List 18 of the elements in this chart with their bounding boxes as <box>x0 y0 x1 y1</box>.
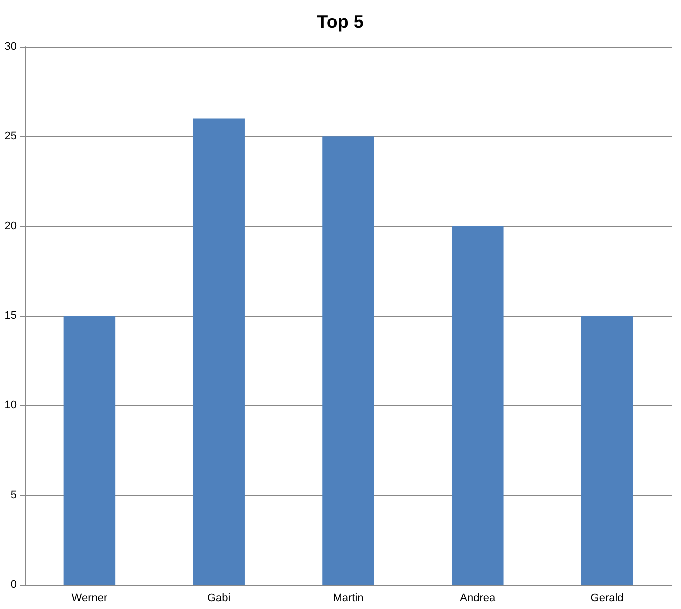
bar <box>64 316 116 585</box>
y-tick-label: 5 <box>10 489 17 502</box>
x-tick-label: Werner <box>72 592 108 604</box>
bar <box>322 136 374 585</box>
y-tick-label: 20 <box>4 220 17 232</box>
bar <box>452 226 504 585</box>
y-tick-label: 0 <box>10 579 17 591</box>
x-tick-label: Andrea <box>460 592 497 604</box>
chart-title: Top 5 <box>317 12 364 32</box>
bar <box>581 316 634 585</box>
y-tick-label: 10 <box>4 400 17 412</box>
y-tick-label: 15 <box>4 310 17 322</box>
bar <box>193 118 245 585</box>
y-tick-label: 25 <box>4 130 17 143</box>
x-tick-label: Gerald <box>590 592 624 604</box>
x-tick-label: Martin <box>333 592 364 604</box>
x-tick-label: Gabi <box>207 592 231 604</box>
y-tick-label: 30 <box>4 41 17 53</box>
